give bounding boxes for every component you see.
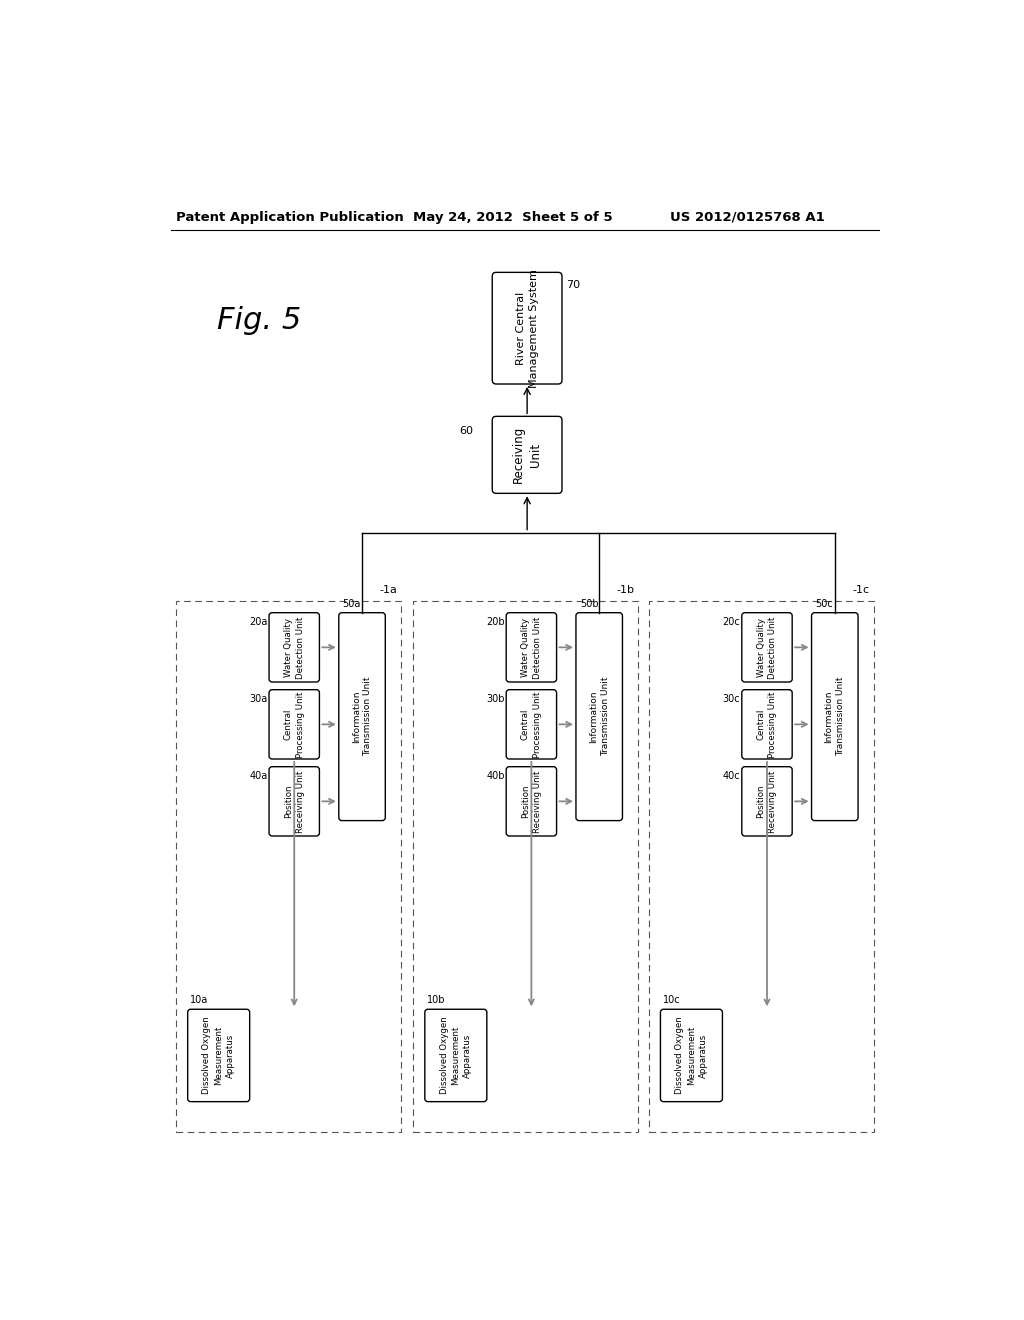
FancyBboxPatch shape bbox=[741, 689, 793, 759]
Text: Information
Transmission Unit: Information Transmission Unit bbox=[589, 677, 609, 756]
Text: -1c: -1c bbox=[853, 585, 869, 595]
Text: 30a: 30a bbox=[249, 693, 267, 704]
Text: 40a: 40a bbox=[249, 771, 267, 780]
Text: 40b: 40b bbox=[486, 771, 505, 780]
Text: Information
Transmission Unit: Information Transmission Unit bbox=[351, 677, 373, 756]
FancyBboxPatch shape bbox=[660, 1010, 722, 1102]
Text: 40c: 40c bbox=[723, 771, 740, 780]
Text: -1a: -1a bbox=[379, 585, 397, 595]
FancyBboxPatch shape bbox=[493, 416, 562, 494]
FancyBboxPatch shape bbox=[269, 767, 319, 836]
Text: Dissolved Oxygen
Measurement
Apparatus: Dissolved Oxygen Measurement Apparatus bbox=[675, 1016, 708, 1094]
Text: Water Quality
Detection Unit: Water Quality Detection Unit bbox=[757, 616, 777, 678]
FancyBboxPatch shape bbox=[506, 767, 557, 836]
Text: 20c: 20c bbox=[723, 616, 740, 627]
FancyBboxPatch shape bbox=[506, 612, 557, 682]
Text: 10a: 10a bbox=[190, 995, 208, 1006]
FancyBboxPatch shape bbox=[339, 612, 385, 821]
Text: 50a: 50a bbox=[343, 599, 361, 609]
Bar bbox=[414, 601, 638, 1133]
FancyBboxPatch shape bbox=[493, 272, 562, 384]
Text: Position
Receiving Unit: Position Receiving Unit bbox=[521, 770, 542, 833]
Text: May 24, 2012  Sheet 5 of 5: May 24, 2012 Sheet 5 of 5 bbox=[414, 211, 612, 224]
Text: 70: 70 bbox=[566, 280, 580, 290]
Text: 50c: 50c bbox=[815, 599, 834, 609]
Text: Receiving
Unit: Receiving Unit bbox=[512, 426, 542, 483]
Text: Fig. 5: Fig. 5 bbox=[217, 306, 301, 334]
FancyBboxPatch shape bbox=[741, 612, 793, 682]
FancyBboxPatch shape bbox=[425, 1010, 486, 1102]
Text: Central
Processing Unit: Central Processing Unit bbox=[521, 692, 542, 758]
Bar bbox=[176, 601, 400, 1133]
Text: Dissolved Oxygen
Measurement
Apparatus: Dissolved Oxygen Measurement Apparatus bbox=[439, 1016, 472, 1094]
Text: River Central
Management System: River Central Management System bbox=[515, 269, 539, 388]
Text: -1b: -1b bbox=[616, 585, 634, 595]
Text: 60: 60 bbox=[460, 425, 474, 436]
Text: Position
Receiving Unit: Position Receiving Unit bbox=[284, 770, 304, 833]
FancyBboxPatch shape bbox=[741, 767, 793, 836]
Text: Dissolved Oxygen
Measurement
Apparatus: Dissolved Oxygen Measurement Apparatus bbox=[203, 1016, 234, 1094]
FancyBboxPatch shape bbox=[575, 612, 623, 821]
Text: Water Quality
Detection Unit: Water Quality Detection Unit bbox=[284, 616, 304, 678]
Text: 30c: 30c bbox=[723, 693, 740, 704]
Text: 20a: 20a bbox=[249, 616, 267, 627]
Text: Central
Processing Unit: Central Processing Unit bbox=[284, 692, 304, 758]
Text: Central
Processing Unit: Central Processing Unit bbox=[757, 692, 777, 758]
Text: Patent Application Publication: Patent Application Publication bbox=[176, 211, 403, 224]
Text: US 2012/0125768 A1: US 2012/0125768 A1 bbox=[671, 211, 825, 224]
Text: 50b: 50b bbox=[580, 599, 598, 609]
FancyBboxPatch shape bbox=[187, 1010, 250, 1102]
Text: 10b: 10b bbox=[427, 995, 445, 1006]
FancyBboxPatch shape bbox=[506, 689, 557, 759]
FancyBboxPatch shape bbox=[269, 612, 319, 682]
Bar bbox=[649, 601, 873, 1133]
Text: 30b: 30b bbox=[486, 693, 505, 704]
Text: Water Quality
Detection Unit: Water Quality Detection Unit bbox=[521, 616, 542, 678]
Text: 10c: 10c bbox=[663, 995, 680, 1006]
Text: Information
Transmission Unit: Information Transmission Unit bbox=[824, 677, 845, 756]
FancyBboxPatch shape bbox=[269, 689, 319, 759]
FancyBboxPatch shape bbox=[812, 612, 858, 821]
Text: Position
Receiving Unit: Position Receiving Unit bbox=[757, 770, 777, 833]
Text: 20b: 20b bbox=[486, 616, 505, 627]
